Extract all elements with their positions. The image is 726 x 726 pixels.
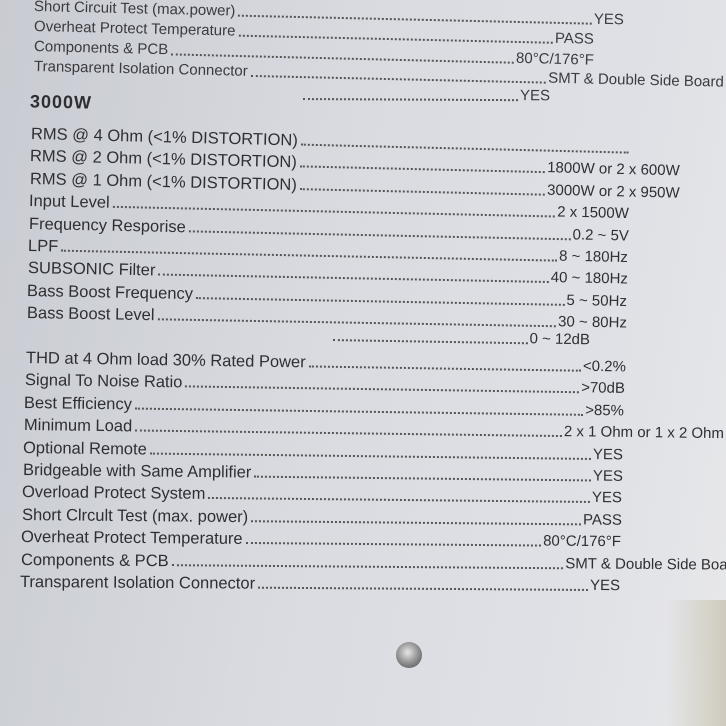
spec-value: 1800W or 2 x 600W	[547, 159, 681, 180]
spec-label: Transparent Isolation Connector	[33, 58, 248, 80]
spec-label: Input Level	[29, 192, 111, 212]
dot-leader	[150, 452, 592, 460]
spec-label: RMS @ 1 Ohm (<1% DISTORTION)	[29, 169, 297, 194]
spec-label: Signal To Noise Ratio	[24, 371, 183, 392]
page-edge	[666, 600, 726, 726]
spec-value: 3000W or 2 x 950W	[546, 181, 680, 202]
spec-value: YES	[519, 87, 551, 105]
spec-label: Bass Boost Level	[26, 304, 155, 325]
dot-leader	[208, 497, 591, 504]
dot-leader	[332, 338, 528, 344]
spec-value: >85%	[585, 401, 625, 420]
dot-leader	[245, 542, 542, 547]
spec-row: Optional Remote YES	[23, 439, 623, 464]
dot-leader	[238, 34, 553, 44]
spec-label: Overheat Protect Temperature	[21, 528, 243, 549]
dot-leader	[250, 74, 547, 84]
spec-row: Overheat Protect Temperature 80°C/176°F	[21, 528, 621, 551]
spec-label: Frequency Resporise	[28, 214, 186, 236]
dot-leader	[300, 165, 546, 174]
spec-label: Overload Protect System	[22, 483, 206, 504]
spec-value: <0.2%	[582, 357, 626, 376]
spec-label: SUBSONIC Filter	[27, 259, 156, 280]
dot-leader	[308, 365, 581, 372]
spec-row: Transparent Isolation Connector YES	[20, 573, 620, 595]
dot-leader	[134, 429, 562, 438]
spec-row: 0 ~ 12dB	[330, 327, 590, 349]
spec-row: YES	[300, 86, 550, 105]
spec-value: 2 x 1500W	[557, 203, 630, 223]
spec-value: YES	[592, 489, 623, 507]
spec-label: Bridgeable with Same Amplifier	[22, 461, 252, 482]
spec-value: YES	[593, 445, 624, 463]
dot-leader	[112, 206, 556, 218]
dot-leader	[185, 385, 580, 394]
dot-leader	[254, 475, 591, 482]
dot-leader	[302, 98, 518, 102]
spec-value: 80°C/176°F	[543, 532, 622, 551]
spec-value: 0 ~ 12dB	[529, 329, 591, 348]
spec-value: >70dB	[580, 379, 626, 398]
spec-value: PASS	[582, 511, 622, 529]
spec-value: 40 ~ 180Hz	[550, 269, 628, 288]
spec-value: 8 ~ 180Hz	[559, 247, 629, 267]
dot-leader	[258, 586, 588, 591]
dot-leader	[171, 563, 563, 569]
spec-value: YES	[589, 576, 621, 595]
dot-leader	[250, 519, 581, 526]
dot-leader	[156, 318, 556, 328]
spec-label: Transparent Isolation Connector	[19, 573, 256, 593]
emblem-icon	[396, 642, 422, 668]
spec-row: Components & PCB SMT & Double Side Board	[20, 551, 726, 575]
dot-leader	[135, 407, 584, 416]
spec-label: Overheat Protect Temperature	[33, 18, 236, 40]
dot-leader	[158, 273, 549, 284]
spec-label: RMS @ 2 Ohm (<1% DISTORTION)	[30, 147, 298, 172]
spec-value: YES	[593, 10, 625, 29]
dot-leader	[61, 249, 558, 262]
spec-value: 2 x 1 Ohm or 1 x 2 Ohm	[563, 423, 724, 443]
spec-label: LPF	[28, 237, 59, 256]
dot-leader	[196, 296, 565, 306]
spec-label: Best Efficiency	[24, 393, 133, 414]
spec-label: THD at 4 Ohm load 30% Rated Power	[25, 349, 306, 372]
spec-label: RMS @ 4 Ohm (<1% DISTORTION)	[30, 125, 299, 150]
section-title: 3000W	[29, 91, 93, 113]
spec-row: Short Clrcult Test (max. power) PASS	[22, 506, 622, 530]
dot-leader	[300, 143, 629, 154]
dot-leader	[188, 229, 571, 240]
spec-value: SMT & Double Side Board	[548, 69, 725, 91]
spec-label: Minimum Load	[23, 416, 133, 436]
spec-label: Bass Boost Frequency	[26, 281, 194, 303]
spec-value: SMT & Double Side Board	[564, 554, 726, 574]
dot-leader	[299, 187, 545, 196]
spec-row: Signal To Noise Ratio >70dB	[25, 371, 625, 398]
spec-row: Overload Protect System YES	[22, 483, 622, 507]
spec-label: Components & PCB	[20, 550, 169, 570]
spec-value: 0.2 ~ 5V	[572, 225, 629, 245]
spec-label: Components & PCB	[33, 38, 169, 59]
spec-value: 5 ~ 50Hz	[566, 291, 628, 310]
spec-value: YES	[592, 467, 623, 485]
spec-row: Bridgeable with Same Amplifier YES	[23, 461, 623, 486]
spec-label: Optional Remote	[23, 438, 148, 459]
spec-label: Short Circuit Test (max.power)	[33, 0, 236, 20]
spec-value: 30 ~ 80Hz	[557, 313, 627, 332]
spec-value: PASS	[554, 29, 595, 48]
spec-value: 80°C/176°F	[515, 49, 595, 69]
spec-label: Short Clrcult Test (max. power)	[21, 505, 248, 526]
